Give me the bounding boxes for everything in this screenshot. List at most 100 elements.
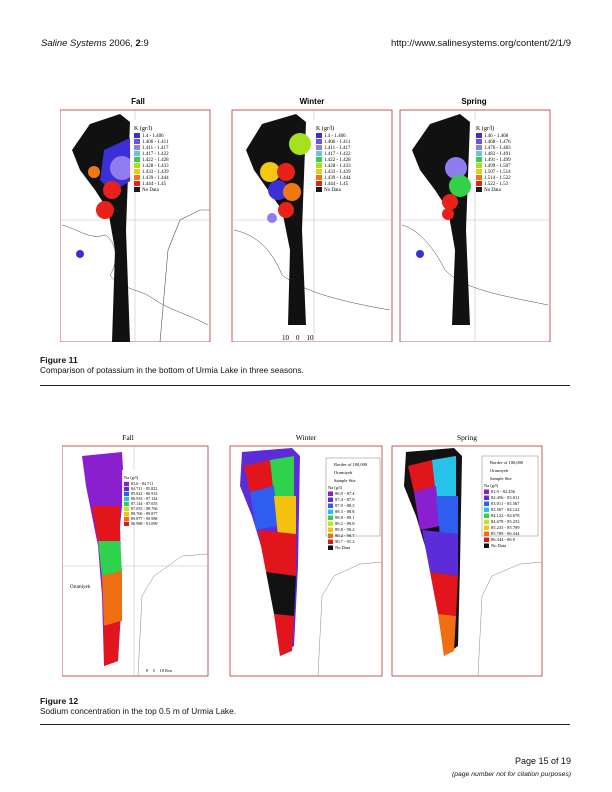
legend-swatch: [316, 145, 322, 150]
figure-11-label: Figure 11: [40, 355, 78, 365]
legend-swatch: [476, 169, 482, 174]
fig12-fall-scale: 0 5 10 Km: [146, 668, 172, 673]
figure-12-label: Figure 12: [40, 696, 79, 706]
legend-label: 88.766 - 89.877: [131, 511, 158, 516]
page-number: Page 15 of 19: [514, 756, 571, 766]
fig11-title-fall: Fall: [131, 97, 145, 106]
legend-swatch: [124, 511, 129, 516]
fig12-spring-legend-town: Orumiyeh: [490, 468, 509, 473]
legend-label: 89.2 - 89.8: [335, 521, 355, 526]
legend-swatch: [476, 187, 482, 192]
legend-swatch: [134, 169, 140, 174]
legend-swatch: [124, 506, 129, 511]
figure-12-caption: Figure 12 Sodium concentration in the to…: [40, 696, 236, 716]
legend-swatch: [316, 181, 322, 186]
legend-label: 1.499 - 1.507: [484, 164, 511, 169]
legend-swatch: [476, 157, 482, 162]
legend-label: No Data: [324, 188, 342, 193]
legend-label: 1.411 - 1.417: [324, 146, 351, 151]
legend-label: 1.422 - 1.428: [142, 158, 169, 163]
figure-11-image: Fall Winter Spring K (gr/l) K (gr/l): [60, 97, 551, 342]
legend-label: 90.7 - 91.2: [335, 539, 355, 544]
legend-label: No Data: [335, 545, 350, 550]
legend-label: 1.468 - 1.476: [484, 140, 511, 145]
legend-swatch: [124, 491, 129, 496]
legend-label: 83.6 - 84.711: [131, 481, 153, 486]
legend-swatch: [476, 175, 482, 180]
journal-name: Saline Systems: [41, 38, 107, 49]
fig11-title-spring: Spring: [461, 97, 486, 106]
legend-label: 84.678 - 85.233: [491, 519, 520, 524]
legend-label: 1.433 - 1.439: [324, 170, 351, 175]
legend-swatch: [124, 481, 129, 486]
legend-swatch: [484, 501, 489, 506]
fig12-spring-legend-title: Na (g/l): [484, 483, 499, 488]
figure-12-image: Fall Winter Spring Na (g/l) Orumiyeh 0 5…: [62, 433, 543, 677]
legend-label: 84.122 - 84.678: [491, 513, 520, 518]
fig12-winter-legend-site: Sample Site: [334, 478, 356, 483]
legend-swatch: [134, 157, 140, 162]
legend-label: 1.491 - 1.499: [484, 158, 511, 163]
legend-label: 81.9 - 82.456: [491, 489, 516, 494]
legend-label: No Data: [491, 543, 506, 548]
fig11-winter-legend-title: K (gr/l): [316, 125, 334, 132]
legend-label: 87.144 - 87.655: [131, 501, 158, 506]
legend-swatch: [476, 181, 482, 186]
legend-swatch: [124, 496, 129, 501]
legend-swatch: [328, 497, 333, 502]
legend-swatch: [484, 531, 489, 536]
fig11-map-spring: K (gr/l): [399, 109, 551, 342]
legend-label: 89.8 - 90.2: [335, 527, 355, 532]
fig11-spring-legend-title: K (gr/l): [476, 125, 494, 132]
fig12-spring-legend-border: Border of 100,000: [490, 460, 524, 466]
fig12-map-winter: Border of 100,000 Orumiyeh Sample Site N…: [229, 445, 383, 677]
running-header-url[interactable]: http://www.salinesystems.org/content/2/1…: [390, 38, 571, 49]
fig12-fall-legend-title: Na (g/l): [124, 475, 139, 480]
legend-swatch: [484, 489, 489, 494]
legend-label: 1.417 - 1.422: [142, 152, 169, 157]
legend-label: 1.522 - 1.53: [484, 182, 509, 187]
figure-12-caption-text: Sodium concentration in the top 0.5 m of…: [40, 706, 237, 716]
legend-label: 87.9 - 88.3: [335, 503, 355, 508]
fig12-title-spring: Spring: [457, 433, 477, 442]
legend-label: 85.822 - 86.933: [131, 491, 158, 496]
legend-label: 88.8 - 89.1: [335, 515, 355, 520]
legend-swatch: [328, 491, 333, 496]
journal-issue: :9: [140, 38, 149, 49]
legend-label: 1.411 - 1.417: [142, 146, 169, 151]
legend-label: 1.428 - 1.433: [142, 164, 169, 169]
legend-label: 86.933 - 87.144: [131, 496, 158, 501]
legend-swatch: [124, 516, 129, 521]
figure-11-caption: Figure 11 Comparison of potassium in the…: [40, 355, 304, 375]
legend-label: 1.433 - 1.439: [142, 170, 169, 175]
legend-swatch: [328, 527, 333, 532]
legend-swatch: [134, 139, 140, 144]
legend-swatch: [124, 501, 129, 506]
legend-swatch: [316, 187, 322, 192]
fig11-scale-bar: 10 0 10: [282, 334, 314, 342]
legend-swatch: [134, 133, 140, 138]
fig11-fall-legend-title: K (gr/l): [134, 125, 152, 132]
legend-swatch: [134, 187, 140, 192]
legend-swatch: [484, 525, 489, 530]
legend-label: 1.422 - 1.428: [324, 158, 351, 163]
legend-label: 1.46 - 1.468: [484, 134, 509, 139]
legend-swatch: [316, 157, 322, 162]
legend-label: 1.4 - 1.406: [142, 134, 164, 139]
fig12-winter-legend-town: Orumiyeh: [334, 470, 353, 475]
legend-label: 84.711 - 85.822: [131, 486, 157, 491]
legend-swatch: [484, 543, 489, 548]
legend-label: 90.2 - 90.7: [335, 533, 355, 538]
legend-label: 1.483 - 1.491: [484, 152, 511, 157]
legend-swatch: [476, 145, 482, 150]
figure-11-caption-text: Comparison of potassium in the bottom of…: [40, 365, 304, 375]
legend-label: 1.507 - 1.514: [484, 170, 511, 175]
fig12-title-fall: Fall: [122, 433, 134, 442]
fig12-map-fall: Na (g/l) Orumiyeh 0 5 10 Km: [62, 445, 209, 677]
fig12-fall-town-label: Orumiyeh: [70, 585, 91, 590]
legend-label: 82.456 - 83.011: [491, 495, 519, 500]
legend-swatch: [328, 515, 333, 520]
legend-swatch: [328, 533, 333, 538]
legend-label: 1.417 - 1.422: [324, 152, 351, 157]
legend-label: 1.476 - 1.483: [484, 146, 511, 151]
